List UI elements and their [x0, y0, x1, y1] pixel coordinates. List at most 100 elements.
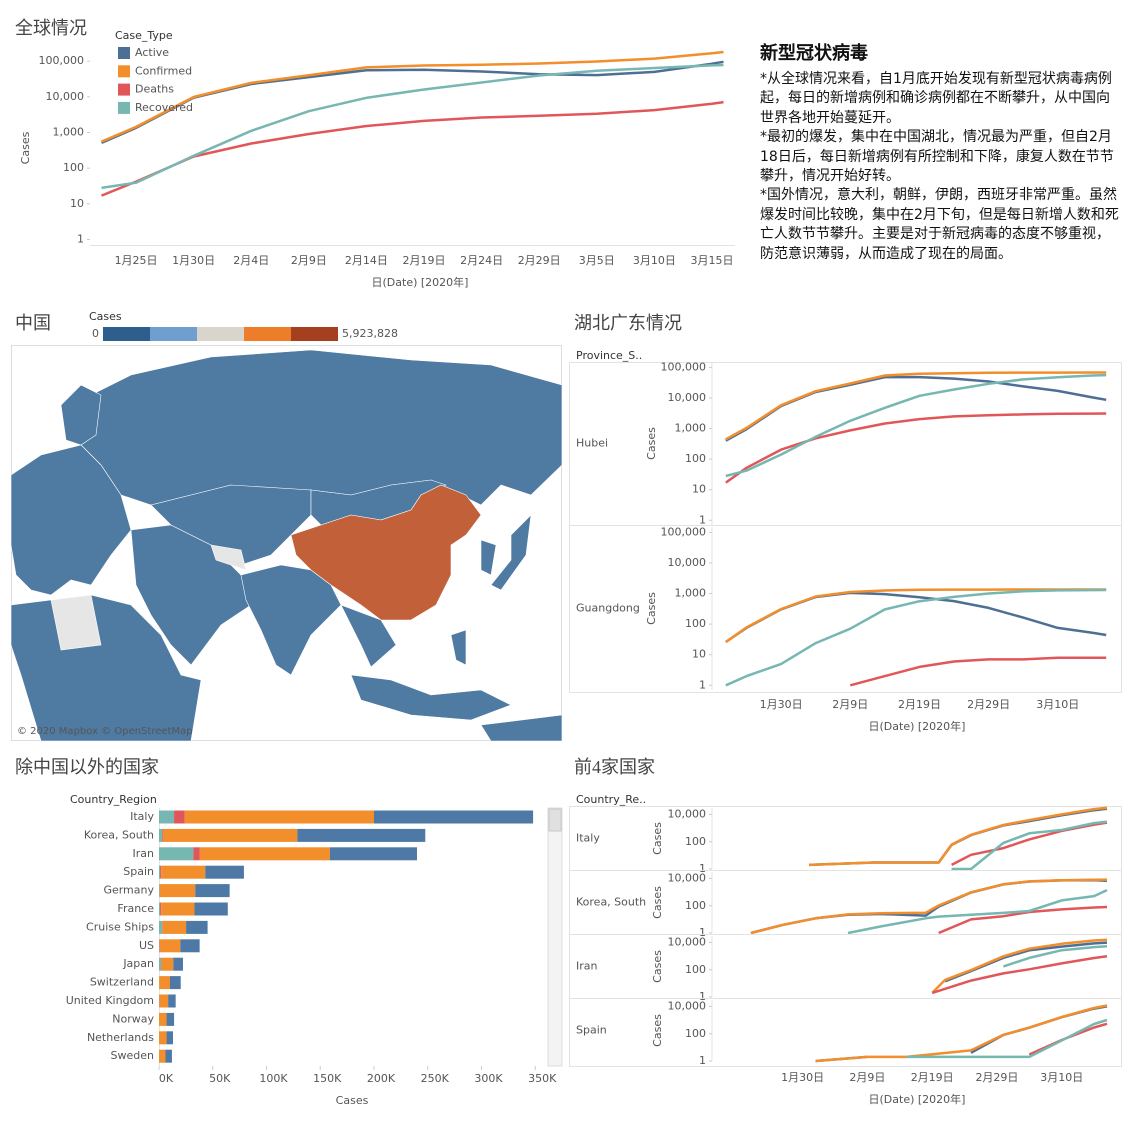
facet-label: Hubei: [576, 437, 608, 450]
series-line: [750, 878, 1108, 935]
x-tick-label: 2月14日: [345, 254, 388, 267]
country[interactable]: [450, 629, 467, 666]
y-tick-label: 10: [692, 648, 706, 661]
y-tick-label: 10,000: [668, 808, 707, 821]
series-line: [725, 373, 1107, 478]
y-tick-label: 100: [685, 835, 706, 848]
y-tick-label: 100,000: [661, 360, 707, 373]
category-label: Norway: [112, 1012, 154, 1025]
legend-swatch: [291, 327, 338, 341]
country[interactable]: [60, 384, 102, 446]
x-tick-label: 2月29日: [967, 698, 1010, 711]
legend-max: 5,923,828: [342, 327, 398, 340]
category-label: Korea, South: [84, 828, 154, 841]
bar-segment: [159, 884, 160, 898]
axis-header: Country_Region: [70, 793, 157, 806]
bar-segment: [159, 810, 175, 824]
facet-label: Spain: [576, 1024, 607, 1037]
bar-segment: [159, 976, 170, 990]
x-tick-label: 2月4日: [233, 254, 269, 267]
series-line: [906, 1018, 1108, 1059]
bar-segment: [165, 1049, 172, 1063]
map-title: 中国: [15, 313, 51, 333]
y-tick-label: 100: [685, 963, 706, 976]
category-label: Cruise Ships: [86, 920, 154, 933]
series-line: [101, 60, 724, 145]
y-tick-label: 10,000: [668, 391, 707, 404]
x-tick-label: 3月5日: [579, 254, 615, 267]
x-tick-label: 2月24日: [460, 254, 503, 267]
y-tick-label: 100: [63, 161, 84, 174]
x-tick-label: 1月30日: [781, 1071, 824, 1084]
country[interactable]: [240, 564, 342, 676]
y-axis-label: Cases: [19, 131, 32, 164]
series-line: [815, 1004, 1108, 1063]
bar-segment: [193, 847, 200, 861]
y-tick-label: 1,000: [53, 126, 85, 139]
scrollbar-thumb[interactable]: [548, 808, 562, 832]
country[interactable]: [350, 674, 512, 721]
country-no-data[interactable]: [50, 594, 102, 651]
legend-swatch: [118, 65, 130, 78]
legend-title: Case_Type: [115, 29, 173, 42]
category-label: Sweden: [111, 1049, 154, 1062]
bar-segment: [162, 920, 187, 934]
category-label: France: [117, 902, 154, 915]
x-tick-label: 2月9日: [291, 254, 327, 267]
country[interactable]: [480, 714, 563, 742]
series-line: [750, 878, 1108, 935]
china[interactable]: [290, 484, 482, 621]
country[interactable]: [150, 484, 312, 566]
map[interactable]: © 2020 Mapbox © OpenStreetMap: [10, 345, 563, 742]
x-tick-label: 350K: [528, 1072, 557, 1085]
bar-segment: [159, 939, 160, 953]
y-tick-label: 1: [699, 1054, 706, 1067]
series-line: [931, 938, 1108, 994]
bar-segment: [162, 828, 298, 842]
legend-label: Recovered: [135, 101, 193, 114]
bar-segment: [159, 884, 196, 898]
series-line: [815, 1005, 1108, 1063]
country[interactable]: [70, 349, 563, 506]
facet-label: Korea, South: [576, 896, 646, 909]
x-tick-label: 0K: [159, 1072, 174, 1085]
chart-title: 湖北广东情况: [574, 313, 682, 333]
x-tick-label: 100K: [259, 1072, 288, 1085]
legend-label: Active: [135, 46, 169, 59]
bar-segment: [166, 1031, 174, 1045]
country[interactable]: [10, 444, 132, 596]
series-line: [725, 371, 1107, 441]
x-tick-label: 1月25日: [115, 254, 158, 267]
legend-swatch: [150, 327, 197, 341]
bar-segment: [173, 957, 183, 971]
bar-segment: [205, 865, 244, 879]
legend-swatch: [118, 47, 130, 59]
series-line: [101, 50, 724, 143]
y-axis-label: Cases: [651, 1014, 664, 1047]
country[interactable]: [480, 539, 497, 576]
category-label: Switzerland: [90, 976, 154, 989]
bar-segment: [159, 865, 161, 879]
y-tick-label: 10: [70, 197, 84, 210]
map-attribution: © 2020 Mapbox © OpenStreetMap: [17, 726, 193, 737]
bar-segment: [159, 957, 162, 971]
x-tick-label: 2月9日: [849, 1071, 885, 1084]
y-tick-label: 10: [692, 483, 706, 496]
y-tick-label: 10,000: [668, 936, 707, 949]
x-tick-label: 2月19日: [898, 698, 941, 711]
scrollbar[interactable]: [547, 807, 563, 1067]
x-tick-label: 3月10日: [633, 254, 676, 267]
legend-swatch: [244, 327, 291, 341]
legend-title: Cases: [89, 310, 122, 323]
chart-title: 全球情况: [15, 18, 87, 38]
country[interactable]: [490, 514, 532, 591]
category-label: Iran: [133, 847, 155, 860]
y-tick-label: 1: [77, 232, 84, 245]
bar-segment: [159, 920, 163, 934]
x-tick-label: 250K: [421, 1072, 450, 1085]
country-no-data[interactable]: [210, 544, 247, 571]
paragraph: *国外情况，意大利，朝鲜，伊朗，西班牙非常严重。虽然爆发时间比较晚，集中在2月下…: [760, 187, 1119, 262]
legend-swatch: [103, 327, 150, 341]
series-line: [951, 821, 1108, 867]
